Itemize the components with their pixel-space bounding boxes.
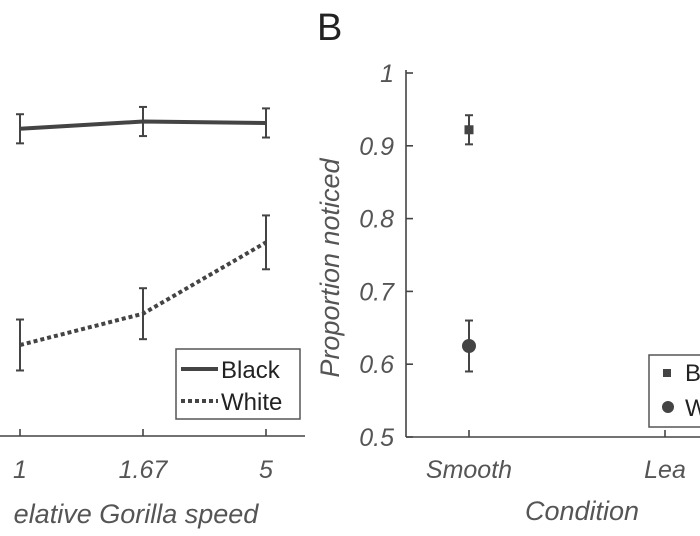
legend-w-label: W bbox=[685, 395, 700, 422]
point-w-circle-marker bbox=[462, 339, 476, 353]
panel-a-x-tick-label: 1 bbox=[13, 456, 27, 484]
panel-a-x-tick-label: 5 bbox=[259, 456, 273, 484]
legend-w-circle-marker bbox=[662, 401, 674, 413]
panel-b: B 0.5 0.6 0.7 0.8 0.9 1 Smooth Lea Proportion … bbox=[315, 7, 700, 526]
panel-b-y-tick-label: 0.9 bbox=[359, 133, 394, 161]
panel-a: 1 1.67 5 elative Gorilla speed Black White bbox=[0, 105, 305, 529]
panel-b-y-axis-label: Proportion noticed bbox=[315, 157, 345, 377]
legend-b-square-marker bbox=[663, 369, 671, 377]
panel-a-x-tick-label: 1.67 bbox=[119, 456, 169, 484]
panel-b-label: B bbox=[317, 7, 342, 49]
panel-a-legend: Black White bbox=[175, 348, 301, 420]
legend-black-label: Black bbox=[221, 357, 281, 384]
panel-b-y-tick-label: 0.7 bbox=[359, 278, 395, 306]
panel-b-legend-box bbox=[648, 354, 700, 428]
legend-white-label: White bbox=[221, 389, 282, 416]
panel-a-legend-box bbox=[175, 348, 301, 420]
panel-b-y-tick-label: 0.8 bbox=[359, 206, 394, 234]
legend-b-label: B bbox=[685, 360, 700, 387]
point-b-square-marker bbox=[464, 125, 474, 135]
panel-b-x-axis-label: Condition bbox=[525, 496, 639, 526]
panel-a-x-axis-label: elative Gorilla speed bbox=[14, 499, 260, 529]
panel-b-legend: B W bbox=[648, 354, 700, 428]
panel-b-y-tick-label: 1 bbox=[380, 60, 394, 88]
panel-b-x-tick-label: Lea bbox=[644, 456, 686, 484]
panel-b-y-tick-label: 0.6 bbox=[359, 351, 394, 379]
panel-b-y-tick-label: 0.5 bbox=[359, 424, 394, 452]
panel-b-x-tick-label: Smooth bbox=[426, 456, 512, 484]
